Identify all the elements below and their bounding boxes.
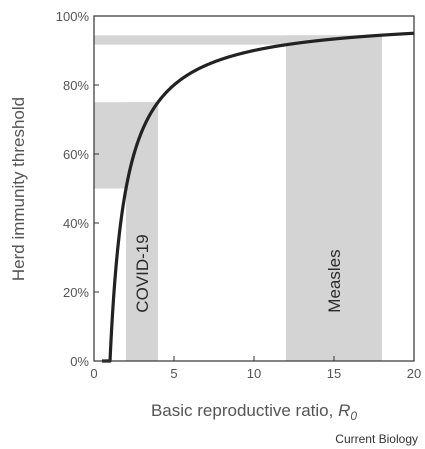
measles-label: Measles — [325, 249, 344, 312]
x-tick-label: 15 — [327, 366, 341, 381]
x-tick-label: 5 — [170, 366, 177, 381]
x-axis-subscript: 0 — [350, 409, 357, 423]
herd-immunity-curve — [102, 31, 416, 363]
y-tick-label: 60% — [63, 147, 89, 162]
covid-19-label: COVID-19 — [133, 234, 152, 312]
x-tick-label: 0 — [90, 366, 97, 381]
y-tick-label: 0% — [70, 354, 89, 369]
source-credit: Current Biology — [335, 432, 418, 446]
y-tick-label: 20% — [63, 285, 89, 300]
y-tick-label: 40% — [63, 216, 89, 231]
measles-threshold-band — [94, 35, 382, 45]
x-axis-title: Basic reproductive ratio, R0 — [151, 401, 357, 423]
curve-layer — [102, 31, 416, 363]
band-labels: COVID-19 Measles — [133, 234, 344, 312]
y-tick-label: 80% — [63, 78, 89, 93]
highlight-bands — [94, 35, 382, 361]
x-tick-label: 20 — [407, 366, 421, 381]
axis-ticks: 0 5 10 15 20 0% 20% 40% 60% 80% 100% — [56, 9, 421, 381]
x-tick-label: 10 — [247, 366, 261, 381]
y-tick-label: 100% — [56, 9, 90, 24]
x-axis-symbol: R — [338, 401, 350, 420]
covid-19-r0-band — [126, 102, 158, 361]
y-axis-title: Herd immunity threshold — [9, 97, 28, 281]
measles-r0-band — [286, 35, 382, 361]
